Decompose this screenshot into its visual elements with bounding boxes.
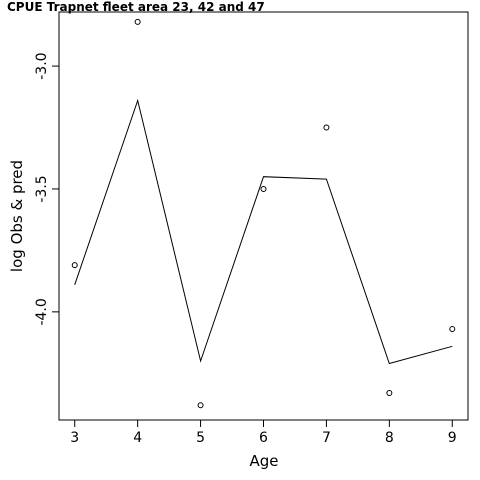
- chart-title: CPUE Trapnet fleet area 23, 42 and 47: [7, 0, 265, 14]
- x-tick-label: 7: [322, 430, 331, 446]
- x-tick-label: 5: [196, 430, 205, 446]
- x-tick-label: 3: [70, 430, 79, 446]
- observed-point: [260, 185, 267, 192]
- x-tick-label: 8: [385, 430, 394, 446]
- y-tick-label: -3.0: [34, 52, 50, 79]
- x-axis-label: Age: [249, 452, 278, 470]
- observed-point: [323, 124, 330, 131]
- x-tick-label: 6: [259, 430, 268, 446]
- observed-point: [71, 262, 78, 269]
- observed-point: [134, 18, 141, 25]
- x-tick-label: 9: [448, 430, 457, 446]
- y-axis-label: log Obs & pred: [8, 160, 26, 272]
- x-tick-label: 4: [133, 430, 142, 446]
- observed-series: [71, 18, 456, 409]
- observed-point: [449, 326, 456, 333]
- y-tick-label: -3.5: [34, 175, 50, 202]
- y-tick-label: -4.0: [34, 298, 50, 325]
- y-axis: -3.0 -3.5 -4.0: [34, 52, 60, 326]
- x-axis: 3 4 5 6 7 8 9: [70, 419, 457, 446]
- predicted-line: [74, 98, 453, 365]
- predicted-series: [74, 98, 453, 365]
- observed-point: [197, 402, 204, 409]
- observed-point: [386, 389, 393, 396]
